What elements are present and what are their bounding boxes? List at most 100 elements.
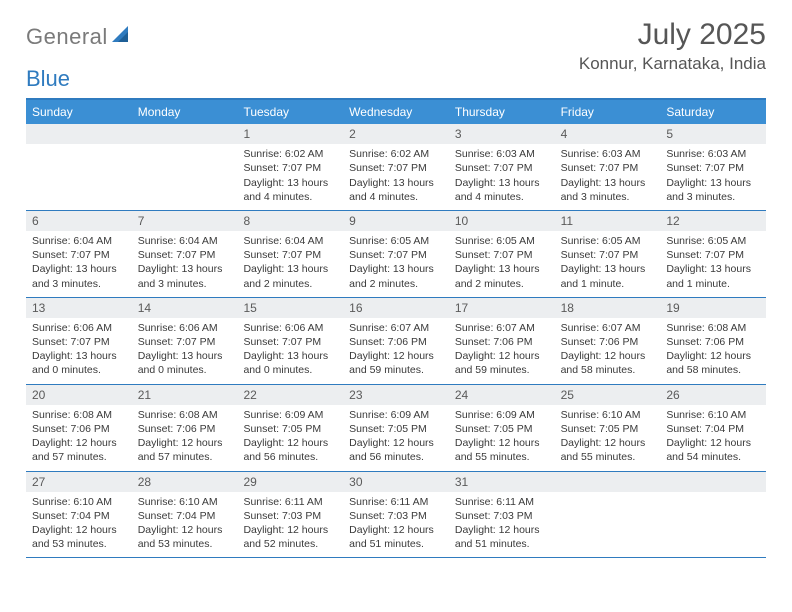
day-cell: 28Sunrise: 6:10 AMSunset: 7:04 PMDayligh…: [132, 472, 238, 558]
sunset-line: Sunset: 7:07 PM: [561, 248, 655, 262]
day-cell: 6Sunrise: 6:04 AMSunset: 7:07 PMDaylight…: [26, 211, 132, 297]
day-number: [132, 124, 238, 144]
day-number: 27: [26, 472, 132, 492]
day-content: Sunrise: 6:08 AMSunset: 7:06 PMDaylight:…: [132, 405, 238, 471]
sunrise-line: Sunrise: 6:03 AM: [666, 147, 760, 161]
day-cell: 9Sunrise: 6:05 AMSunset: 7:07 PMDaylight…: [343, 211, 449, 297]
sunset-line: Sunset: 7:06 PM: [349, 335, 443, 349]
weekday-header: Saturday: [660, 100, 766, 124]
sunset-line: Sunset: 7:05 PM: [455, 422, 549, 436]
day-number: 8: [237, 211, 343, 231]
sunset-line: Sunset: 7:03 PM: [349, 509, 443, 523]
calendar-grid: SundayMondayTuesdayWednesdayThursdayFrid…: [26, 98, 766, 558]
day-number: 21: [132, 385, 238, 405]
sunrise-line: Sunrise: 6:11 AM: [349, 495, 443, 509]
daylight-line: Daylight: 13 hours and 2 minutes.: [243, 262, 337, 290]
day-number: [555, 472, 661, 492]
day-cell: 5Sunrise: 6:03 AMSunset: 7:07 PMDaylight…: [660, 124, 766, 210]
day-cell: 2Sunrise: 6:02 AMSunset: 7:07 PMDaylight…: [343, 124, 449, 210]
sunrise-line: Sunrise: 6:07 AM: [455, 321, 549, 335]
day-content: Sunrise: 6:02 AMSunset: 7:07 PMDaylight:…: [343, 144, 449, 210]
sunrise-line: Sunrise: 6:10 AM: [561, 408, 655, 422]
weekday-header: Monday: [132, 100, 238, 124]
sunset-line: Sunset: 7:04 PM: [138, 509, 232, 523]
location-subtitle: Konnur, Karnataka, India: [579, 54, 766, 74]
sunrise-line: Sunrise: 6:02 AM: [243, 147, 337, 161]
sunset-line: Sunset: 7:07 PM: [32, 248, 126, 262]
daylight-line: Daylight: 12 hours and 56 minutes.: [243, 436, 337, 464]
day-cell: 4Sunrise: 6:03 AMSunset: 7:07 PMDaylight…: [555, 124, 661, 210]
day-number: 16: [343, 298, 449, 318]
day-cell: 21Sunrise: 6:08 AMSunset: 7:06 PMDayligh…: [132, 385, 238, 471]
day-number: 12: [660, 211, 766, 231]
day-number: 23: [343, 385, 449, 405]
brand-part1: General: [26, 24, 108, 50]
day-content: Sunrise: 6:09 AMSunset: 7:05 PMDaylight:…: [343, 405, 449, 471]
day-number: 9: [343, 211, 449, 231]
day-number: 6: [26, 211, 132, 231]
day-cell: 20Sunrise: 6:08 AMSunset: 7:06 PMDayligh…: [26, 385, 132, 471]
day-content: Sunrise: 6:06 AMSunset: 7:07 PMDaylight:…: [132, 318, 238, 384]
day-cell: [660, 472, 766, 558]
daylight-line: Daylight: 12 hours and 52 minutes.: [243, 523, 337, 551]
day-content: Sunrise: 6:05 AMSunset: 7:07 PMDaylight:…: [660, 231, 766, 297]
weekday-header: Thursday: [449, 100, 555, 124]
day-cell: 8Sunrise: 6:04 AMSunset: 7:07 PMDaylight…: [237, 211, 343, 297]
day-content: Sunrise: 6:05 AMSunset: 7:07 PMDaylight:…: [449, 231, 555, 297]
sunset-line: Sunset: 7:07 PM: [138, 335, 232, 349]
sunset-line: Sunset: 7:05 PM: [349, 422, 443, 436]
brand-logo: General: [26, 24, 136, 50]
day-cell: 18Sunrise: 6:07 AMSunset: 7:06 PMDayligh…: [555, 298, 661, 384]
day-number: 18: [555, 298, 661, 318]
sunset-line: Sunset: 7:06 PM: [138, 422, 232, 436]
day-cell: 7Sunrise: 6:04 AMSunset: 7:07 PMDaylight…: [132, 211, 238, 297]
day-content: Sunrise: 6:05 AMSunset: 7:07 PMDaylight:…: [343, 231, 449, 297]
day-cell: 15Sunrise: 6:06 AMSunset: 7:07 PMDayligh…: [237, 298, 343, 384]
weekday-header: Tuesday: [237, 100, 343, 124]
day-content: Sunrise: 6:03 AMSunset: 7:07 PMDaylight:…: [449, 144, 555, 210]
daylight-line: Daylight: 12 hours and 55 minutes.: [455, 436, 549, 464]
day-content: Sunrise: 6:11 AMSunset: 7:03 PMDaylight:…: [343, 492, 449, 558]
day-cell: 25Sunrise: 6:10 AMSunset: 7:05 PMDayligh…: [555, 385, 661, 471]
sunset-line: Sunset: 7:03 PM: [243, 509, 337, 523]
sunrise-line: Sunrise: 6:10 AM: [138, 495, 232, 509]
daylight-line: Daylight: 12 hours and 53 minutes.: [138, 523, 232, 551]
sunset-line: Sunset: 7:07 PM: [32, 335, 126, 349]
day-cell: 31Sunrise: 6:11 AMSunset: 7:03 PMDayligh…: [449, 472, 555, 558]
day-cell: 17Sunrise: 6:07 AMSunset: 7:06 PMDayligh…: [449, 298, 555, 384]
week-row: 1Sunrise: 6:02 AMSunset: 7:07 PMDaylight…: [26, 124, 766, 211]
day-content: Sunrise: 6:03 AMSunset: 7:07 PMDaylight:…: [660, 144, 766, 210]
day-number: 31: [449, 472, 555, 492]
day-cell: 22Sunrise: 6:09 AMSunset: 7:05 PMDayligh…: [237, 385, 343, 471]
day-cell: 11Sunrise: 6:05 AMSunset: 7:07 PMDayligh…: [555, 211, 661, 297]
sunset-line: Sunset: 7:07 PM: [666, 161, 760, 175]
sunset-line: Sunset: 7:06 PM: [561, 335, 655, 349]
daylight-line: Daylight: 12 hours and 56 minutes.: [349, 436, 443, 464]
sunset-line: Sunset: 7:04 PM: [32, 509, 126, 523]
day-number: 29: [237, 472, 343, 492]
sunrise-line: Sunrise: 6:05 AM: [349, 234, 443, 248]
sunrise-line: Sunrise: 6:06 AM: [138, 321, 232, 335]
daylight-line: Daylight: 13 hours and 3 minutes.: [666, 176, 760, 204]
day-cell: 1Sunrise: 6:02 AMSunset: 7:07 PMDaylight…: [237, 124, 343, 210]
day-number: 22: [237, 385, 343, 405]
sunrise-line: Sunrise: 6:07 AM: [349, 321, 443, 335]
daylight-line: Daylight: 12 hours and 59 minutes.: [349, 349, 443, 377]
daylight-line: Daylight: 13 hours and 3 minutes.: [138, 262, 232, 290]
sunrise-line: Sunrise: 6:05 AM: [666, 234, 760, 248]
day-number: 13: [26, 298, 132, 318]
daylight-line: Daylight: 12 hours and 51 minutes.: [349, 523, 443, 551]
day-number: 15: [237, 298, 343, 318]
daylight-line: Daylight: 13 hours and 0 minutes.: [138, 349, 232, 377]
brand-sail-icon: [112, 26, 134, 49]
daylight-line: Daylight: 13 hours and 0 minutes.: [243, 349, 337, 377]
sunset-line: Sunset: 7:07 PM: [349, 248, 443, 262]
sunrise-line: Sunrise: 6:11 AM: [243, 495, 337, 509]
sunset-line: Sunset: 7:06 PM: [32, 422, 126, 436]
day-content: Sunrise: 6:08 AMSunset: 7:06 PMDaylight:…: [26, 405, 132, 471]
daylight-line: Daylight: 12 hours and 55 minutes.: [561, 436, 655, 464]
day-cell: 29 Sunrise: 6:11 AMSunset: 7:03 PMDayligh…: [237, 472, 343, 558]
day-number: 19: [660, 298, 766, 318]
day-cell: [555, 472, 661, 558]
day-number: 25: [555, 385, 661, 405]
